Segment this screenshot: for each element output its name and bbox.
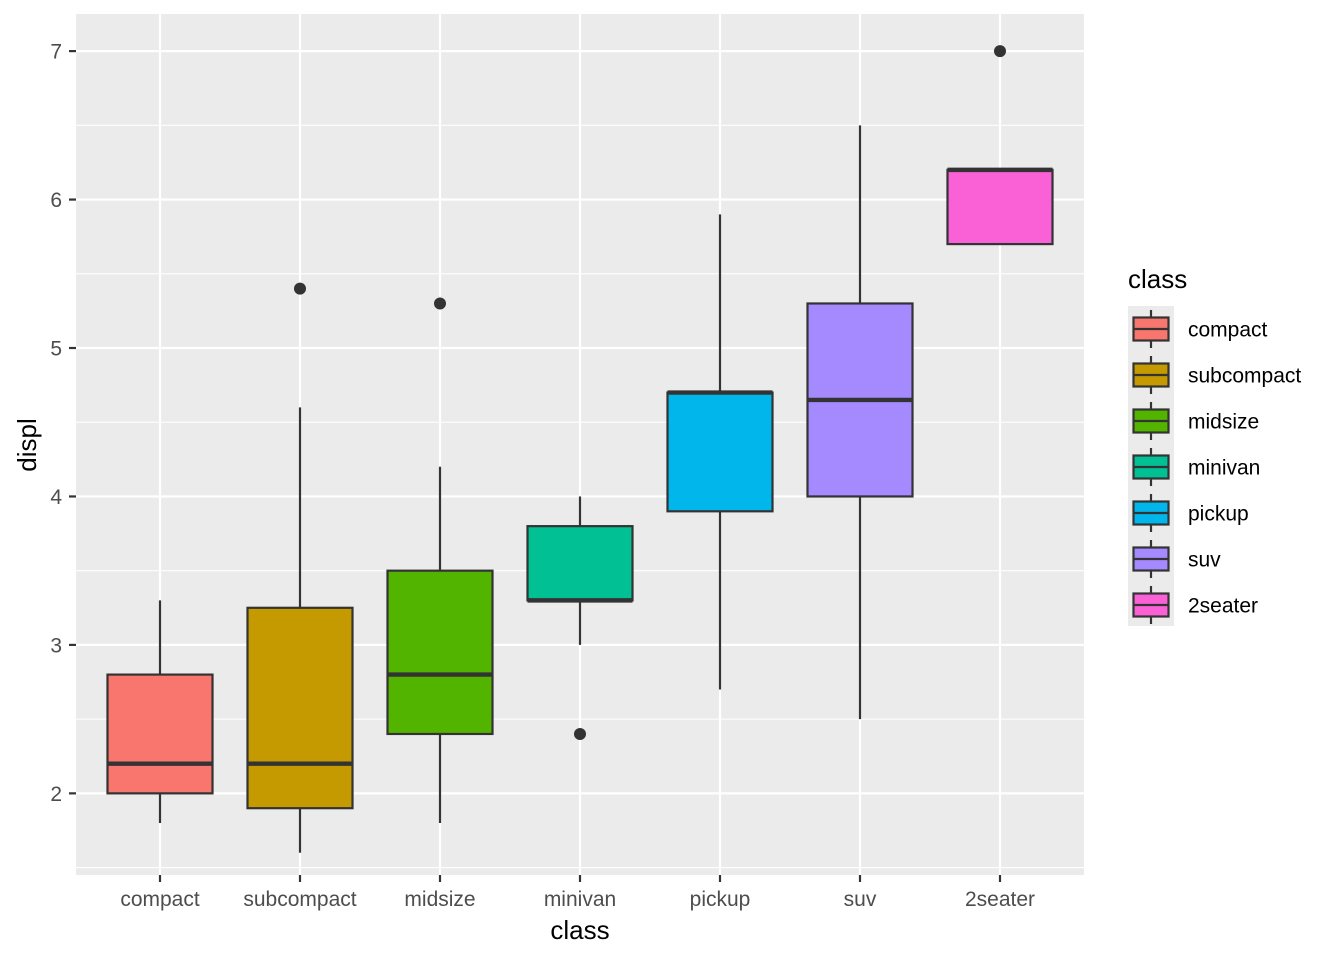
y-tick-label: 2 bbox=[50, 783, 62, 806]
x-axis-title: class bbox=[550, 915, 609, 945]
outlier-point bbox=[994, 45, 1006, 58]
x-tick-label: compact bbox=[120, 888, 200, 911]
box-pickup bbox=[666, 214, 774, 690]
y-tick-label: 5 bbox=[50, 338, 62, 361]
box-subcompact bbox=[246, 282, 354, 853]
box-body bbox=[666, 391, 774, 513]
legend-item-minivan: minivan bbox=[1132, 448, 1260, 486]
legend-label: pickup bbox=[1188, 503, 1249, 526]
legend-item-midsize: midsize bbox=[1132, 402, 1259, 440]
box-midsize bbox=[386, 297, 494, 824]
legend-item-2seater: 2seater bbox=[1132, 586, 1258, 624]
legend-item-subcompact: subcompact bbox=[1132, 356, 1301, 394]
x-axis: compact subcompact midsize minivan pickup suv… bbox=[120, 875, 1035, 911]
legend-items: compact subcompact midsize minivan pickup suv… bbox=[1132, 310, 1301, 624]
y-tick-label: 6 bbox=[50, 189, 62, 212]
legend-label: subcompact bbox=[1188, 365, 1301, 388]
outlier-point bbox=[294, 282, 306, 295]
legend-label: minivan bbox=[1188, 457, 1260, 480]
x-tick-label: pickup bbox=[690, 888, 751, 911]
box-body bbox=[526, 525, 634, 602]
legend-title: class bbox=[1128, 264, 1187, 294]
box-body bbox=[946, 168, 1054, 246]
box-body bbox=[386, 569, 494, 736]
y-tick-label: 4 bbox=[50, 486, 62, 509]
legend-item-pickup: pickup bbox=[1132, 494, 1249, 532]
box-body bbox=[246, 606, 354, 810]
x-tick-label: minivan bbox=[544, 888, 616, 911]
box-minivan bbox=[526, 496, 634, 740]
legend-item-suv: suv bbox=[1132, 540, 1221, 578]
x-tick-label: 2seater bbox=[965, 888, 1035, 911]
box-2seater bbox=[946, 45, 1054, 246]
legend: class compact subcompact midsize minivan pic… bbox=[1128, 264, 1301, 626]
legend-label: midsize bbox=[1188, 411, 1259, 434]
legend-label: compact bbox=[1188, 319, 1268, 342]
legend-label: 2seater bbox=[1188, 595, 1258, 618]
y-tick-label: 3 bbox=[50, 634, 62, 657]
y-axis-title: displ bbox=[12, 418, 42, 471]
x-tick-label: subcompact bbox=[243, 888, 356, 911]
boxes-layer bbox=[106, 45, 1054, 853]
x-tick-label: suv bbox=[844, 888, 877, 911]
box-body bbox=[106, 673, 214, 795]
y-axis: 2 3 4 5 6 7 bbox=[50, 41, 76, 806]
box-suv bbox=[806, 125, 914, 720]
legend-label: suv bbox=[1188, 549, 1221, 572]
outlier-point bbox=[574, 727, 586, 740]
legend-item-compact: compact bbox=[1132, 310, 1268, 348]
box-compact bbox=[106, 600, 214, 824]
outlier-point bbox=[434, 297, 446, 310]
x-tick-label: midsize bbox=[404, 888, 475, 911]
y-tick-label: 7 bbox=[50, 41, 62, 64]
